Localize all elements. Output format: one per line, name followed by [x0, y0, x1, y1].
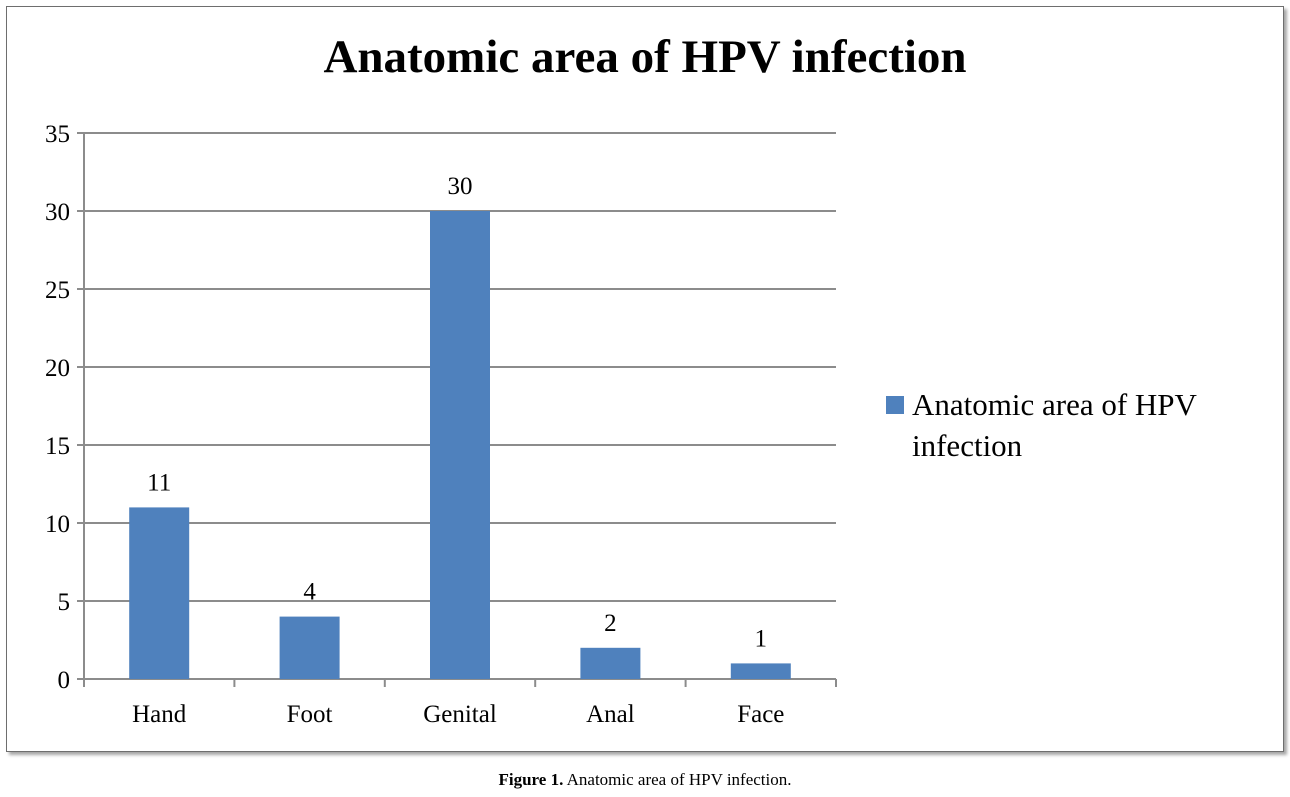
legend-swatch — [886, 396, 904, 414]
chart-title: Anatomic area of HPV infection — [323, 31, 967, 83]
bar — [730, 663, 791, 679]
bar — [580, 647, 641, 679]
y-tick-label: 20 — [45, 355, 70, 382]
x-tick-label: Anal — [586, 701, 635, 728]
tick-labels: 0 5 10 15 20 25 30 35 Hand Foot Genital Anal Face — [45, 121, 784, 728]
y-tick-label: 35 — [45, 121, 70, 148]
data-label: 30 — [448, 173, 473, 200]
legend: Anatomic area of HPV infection — [886, 384, 1266, 466]
x-tick-label: Face — [737, 701, 784, 728]
bar — [129, 507, 190, 679]
data-label: 4 — [303, 579, 316, 606]
data-label: 2 — [604, 610, 617, 637]
data-label: 11 — [147, 469, 171, 496]
y-tick-label: 0 — [58, 667, 71, 694]
x-tick-label: Hand — [132, 701, 187, 728]
y-tick-label: 5 — [58, 589, 71, 616]
bar — [430, 211, 490, 679]
chart-frame — [6, 6, 1284, 752]
data-label: 1 — [755, 625, 768, 652]
bars — [129, 211, 791, 679]
bar — [279, 616, 340, 679]
legend-label: Anatomic area of HPV infection — [912, 387, 1197, 463]
y-tick-label: 15 — [45, 433, 70, 460]
y-tick-label: 10 — [45, 511, 70, 538]
caption-text: Anatomic area of HPV infection. — [563, 770, 792, 789]
x-tick-label: Foot — [287, 701, 333, 728]
data-labels: 11 4 30 2 1 — [147, 173, 767, 652]
x-tick-label: Genital — [423, 701, 497, 728]
y-tick-label: 30 — [45, 199, 70, 226]
caption-label: Figure 1. — [498, 770, 564, 789]
y-tick-label: 25 — [45, 277, 70, 304]
figure-caption: Figure 1. Anatomic area of HPV infection… — [0, 770, 1290, 790]
